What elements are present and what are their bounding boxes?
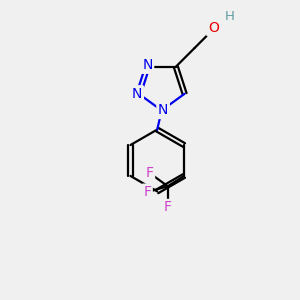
Text: O: O xyxy=(208,21,219,35)
Text: F: F xyxy=(164,200,172,214)
Text: H: H xyxy=(225,10,234,22)
Text: N: N xyxy=(158,103,168,117)
Text: F: F xyxy=(143,185,151,199)
Text: F: F xyxy=(146,166,154,180)
Text: N: N xyxy=(132,87,142,101)
Text: N: N xyxy=(142,58,153,72)
